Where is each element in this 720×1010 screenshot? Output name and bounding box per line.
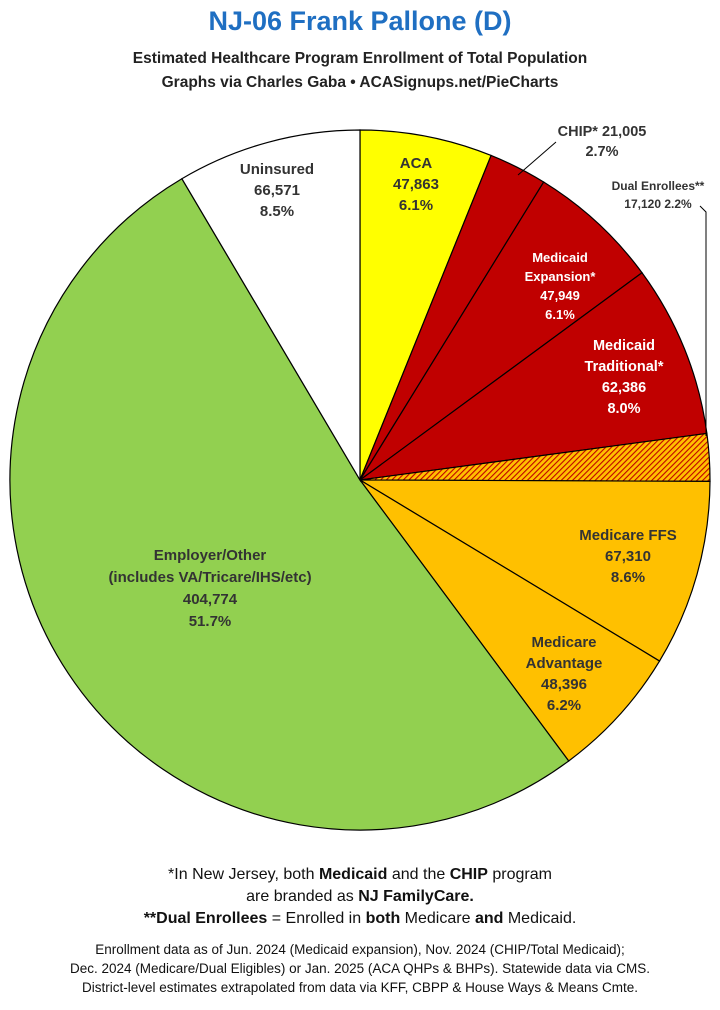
source-line-1: Enrollment data as of Jun. 2024 (Medicai… <box>95 942 625 957</box>
leader-line-dual-enrollees <box>699 205 707 436</box>
pie-slice-medicare-ffs <box>357 479 711 662</box>
slice-label-medicaid-expansion: Medicaid Expansion* 47,949 6.1% <box>525 250 597 322</box>
slice-label-aca: ACA 47,863 6.1% <box>393 155 439 214</box>
footnote-branding-2: are branded as NJ FamilyCare. <box>246 888 474 905</box>
leader-line-chip <box>517 141 557 176</box>
source-line-3: District-level estimates extrapolated fr… <box>82 980 638 995</box>
chart-credit: Graphs via Charles Gaba • ACASignups.net… <box>161 74 559 91</box>
pie-slice-employer-other <box>9 177 570 831</box>
pie-slice-medicare-advantage <box>359 479 661 762</box>
pie-slice-medicaid-expansion <box>359 181 643 481</box>
slice-label-uninsured: Uninsured 66,571 8.5% <box>240 161 314 220</box>
footnote-dual-enrollees: **Dual Enrollees = Enrolled in both Medi… <box>143 910 577 927</box>
footnote-branding: *In New Jersey, both Medicaid and the CH… <box>168 866 552 883</box>
slice-label-medicaid-traditional: Medicaid Traditional* 62,386 8.0% <box>585 338 664 417</box>
source-notes: Enrollment data as of Jun. 2024 (Medicai… <box>0 940 720 997</box>
pie-slice-uninsured <box>181 129 361 483</box>
pie-slice-medicaid-traditional <box>359 271 708 481</box>
pie-chart: ACA 47,863 6.1% CHIP* 21,005 2.7% Medicaid Exp… <box>9 124 711 831</box>
chart-subtitle: Estimated Healthcare Program Enrollment … <box>132 50 588 67</box>
source-line-2: Dec. 2024 (Medicare/Dual Eligibles) or J… <box>70 961 650 976</box>
slice-label-dual-enrollees: Dual Enrollees** 17,120 2.2% <box>612 179 705 211</box>
slice-label-chip: CHIP* 21,005 2.7% <box>558 124 647 160</box>
slice-label-employer-other: Employer/Other (includes VA/Tricare/IHS/e… <box>108 547 311 630</box>
slice-label-medicare-ffs: Medicare FFS 67,310 8.6% <box>579 527 677 586</box>
slice-label-medicare-advantage: Medicare Advantage 48,396 6.2% <box>526 634 603 714</box>
footnotes: *In New Jersey, both Medicaid and the CH… <box>0 864 720 930</box>
chart-title: NJ-06 Frank Pallone (D) <box>208 6 512 36</box>
pie-slice-aca <box>359 129 492 481</box>
